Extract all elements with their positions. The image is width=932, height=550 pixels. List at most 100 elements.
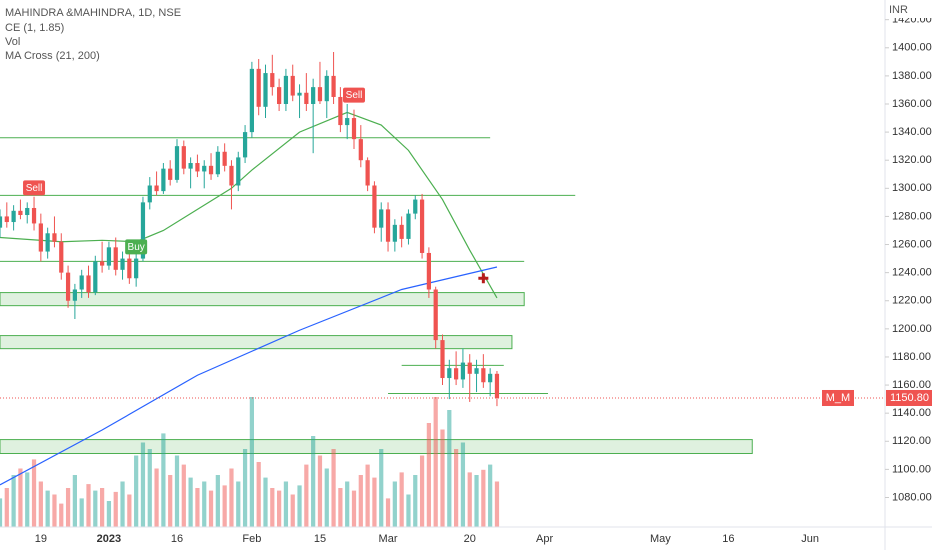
volume-bar xyxy=(433,397,438,527)
candle-body xyxy=(147,185,152,203)
volume-bar xyxy=(351,490,357,527)
candle-body xyxy=(72,289,77,301)
candle-body xyxy=(494,373,500,398)
volume-bar xyxy=(385,498,391,527)
candle-body xyxy=(460,362,466,380)
price-axis-bg xyxy=(885,0,932,550)
volume-bar xyxy=(113,491,118,527)
volume-bar xyxy=(147,449,152,527)
volume-bar xyxy=(406,494,411,527)
x-tick-label: 2023 xyxy=(97,533,121,545)
volume-bar xyxy=(0,498,3,527)
volume-bar xyxy=(494,481,500,527)
volume-bar xyxy=(426,423,431,527)
volume-bar xyxy=(11,475,16,527)
volume-bar xyxy=(440,429,445,527)
volume-bar xyxy=(236,481,241,527)
volume-bar xyxy=(208,490,214,527)
candle-body xyxy=(304,92,309,104)
candle-body xyxy=(208,165,214,175)
signal-label-bg xyxy=(125,239,148,255)
candle-body xyxy=(174,146,180,180)
volume-bar xyxy=(222,485,227,527)
volume-bar xyxy=(202,481,207,527)
volume-bar xyxy=(256,462,261,527)
volume-bar xyxy=(106,501,112,527)
candle-body xyxy=(433,289,438,341)
signal-label-bg xyxy=(343,87,365,103)
candle-body xyxy=(406,213,411,239)
candle-body xyxy=(440,340,445,379)
candle-body xyxy=(392,224,397,242)
axes: 1080.00 1100.00 1120.00 1140.00 1160.00 1180.… xyxy=(35,2,932,545)
moving-average xyxy=(0,111,498,299)
candle-body xyxy=(93,261,98,293)
candle-body xyxy=(38,223,43,252)
y-tick-label: 1340.00 xyxy=(892,126,932,138)
volume-bar xyxy=(488,464,493,527)
volume-bar xyxy=(447,410,452,527)
candle-body xyxy=(154,185,159,192)
candle-body xyxy=(4,216,9,223)
candle-body xyxy=(283,75,289,104)
y-tick-label: 1360.00 xyxy=(892,98,932,110)
volume-bar xyxy=(283,481,289,527)
y-tick-label: 1160.00 xyxy=(892,379,931,391)
candle-body xyxy=(236,157,241,186)
volume-bar xyxy=(140,442,146,527)
zone xyxy=(0,439,753,455)
volume-bar xyxy=(52,494,57,527)
symbol-tag: M_M xyxy=(826,392,850,404)
volume-bar xyxy=(454,449,459,527)
chart-title: MAHINDRA &MAHINDRA, 1D, NSE xyxy=(5,7,181,19)
x-tick-label: Feb xyxy=(242,533,261,545)
cross-marker xyxy=(478,273,489,284)
volume-bar xyxy=(263,477,268,527)
volume-bar xyxy=(365,464,370,527)
candle-body xyxy=(202,165,207,172)
moving-average xyxy=(0,266,498,486)
candle-body xyxy=(120,258,125,270)
volume-bar xyxy=(161,433,166,527)
volume-bar xyxy=(311,436,316,527)
candle-body xyxy=(161,168,166,192)
volume-bar xyxy=(331,449,336,527)
volume-bar xyxy=(195,488,200,527)
volume-bar xyxy=(25,472,30,527)
candle-body xyxy=(45,233,50,252)
y-tick-label: 1400.00 xyxy=(892,42,932,54)
candle-body xyxy=(256,68,261,107)
x-tick-label: 19 xyxy=(35,533,47,545)
candle-body xyxy=(324,75,329,102)
signal-label-bg xyxy=(23,180,46,196)
y-tick-label: 1240.00 xyxy=(892,267,932,279)
unit-bg xyxy=(886,2,932,18)
candle-body xyxy=(331,75,336,97)
volume-bar xyxy=(399,472,404,527)
volume-bar xyxy=(372,477,377,527)
volume-bar xyxy=(242,449,248,527)
candle-body xyxy=(215,151,220,175)
candle-body xyxy=(65,272,71,301)
indicator-legend: Vol xyxy=(5,36,20,48)
candle-body xyxy=(290,75,295,96)
candle-body xyxy=(25,207,30,216)
last-price-tag-bg xyxy=(886,389,932,406)
candle-body xyxy=(79,275,84,290)
candle-body xyxy=(242,132,248,158)
candle-body xyxy=(59,241,64,273)
y-tick-label: 1140.00 xyxy=(892,407,931,419)
x-tick-label: 16 xyxy=(722,533,734,545)
volume-bar xyxy=(65,488,71,527)
candle-body xyxy=(222,151,227,166)
y-axis-unit: INR xyxy=(889,4,908,16)
volume-bar xyxy=(392,481,397,527)
volume-bar xyxy=(93,490,98,527)
x-tick-label: Mar xyxy=(379,533,398,545)
candle-body xyxy=(195,163,200,172)
y-tick-label: 1220.00 xyxy=(892,295,932,307)
volume-bar xyxy=(304,464,309,527)
volume-bar xyxy=(120,481,125,527)
